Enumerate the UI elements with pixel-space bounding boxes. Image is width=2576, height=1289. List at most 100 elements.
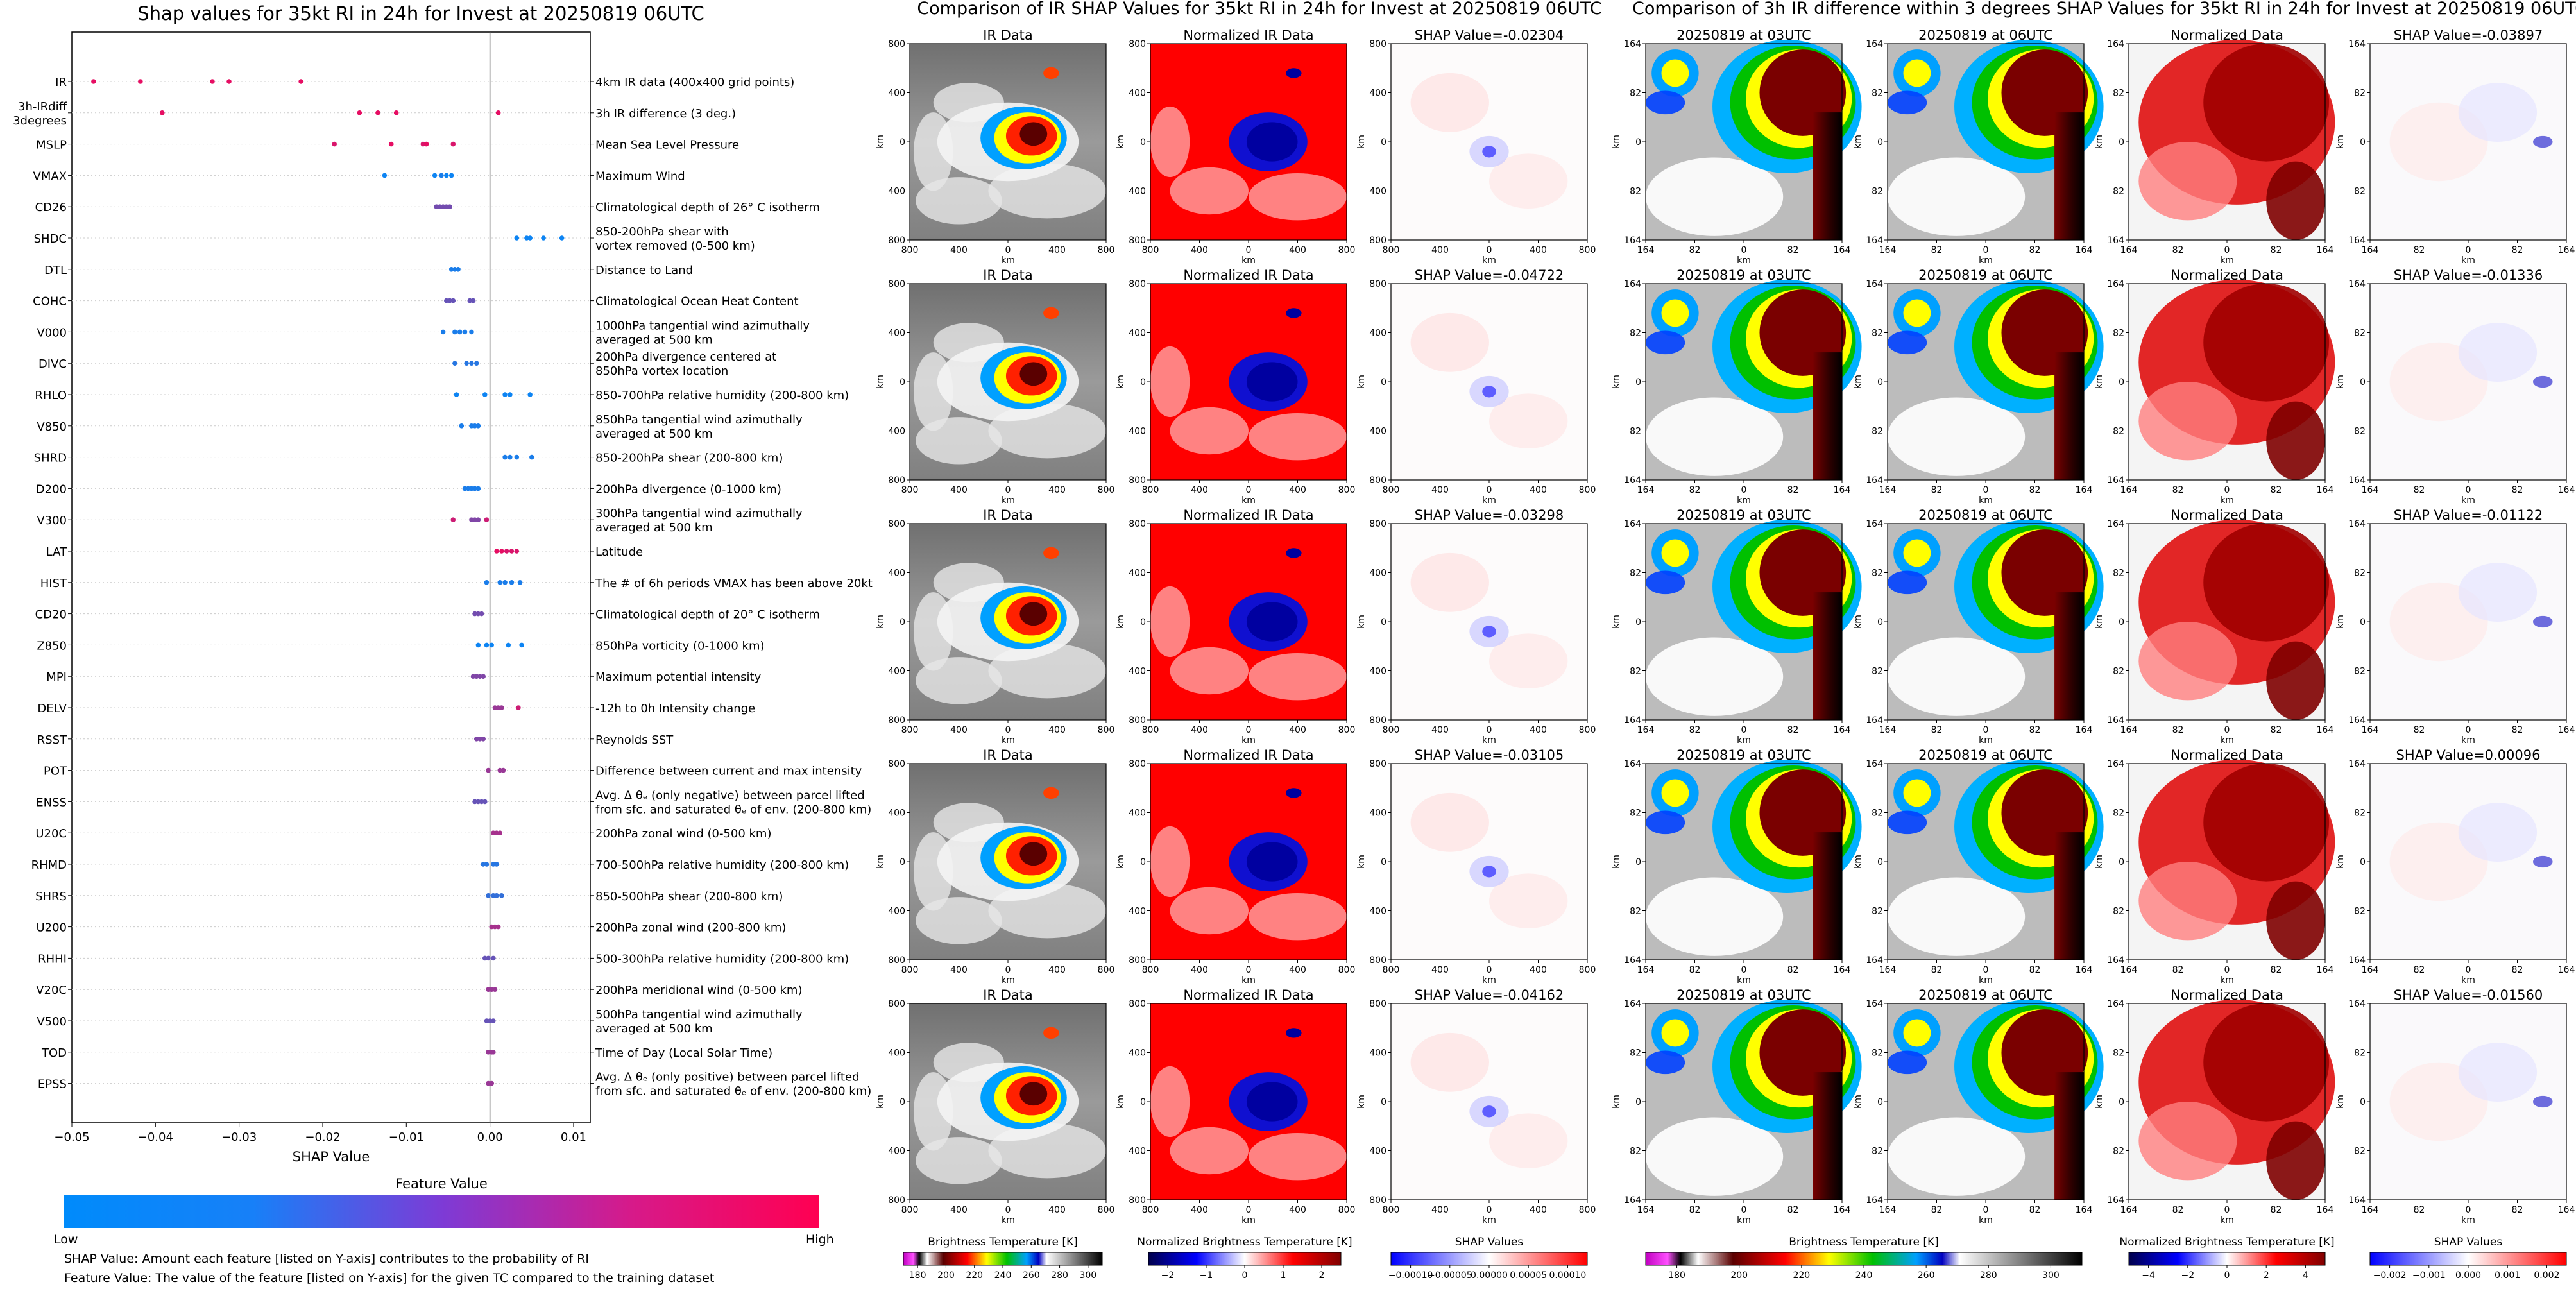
- shap-point: [497, 580, 503, 585]
- feature-code-label: DTL: [44, 264, 67, 277]
- x-tick-label: 800: [1383, 725, 1400, 735]
- shap-point: [473, 361, 479, 366]
- map-feature: [1286, 788, 1302, 798]
- map-feature: [1813, 832, 1842, 960]
- feature-code-label: 3h-IRdiff: [18, 100, 67, 114]
- y-axis-label: km: [1116, 855, 1126, 869]
- map-feature: [1019, 122, 1048, 146]
- x-axis-label: km: [1241, 495, 1256, 506]
- y-tick-label: 400: [888, 568, 905, 579]
- x-tick-label: 400: [1289, 245, 1306, 255]
- y-tick-label: 800: [1129, 279, 1146, 289]
- y-axis-label: km: [1356, 615, 1367, 629]
- shap-point: [527, 392, 533, 397]
- map-feature: [2266, 881, 2326, 960]
- y-axis-label: km: [2335, 1095, 2346, 1109]
- x-tick-label: 164: [1879, 245, 1897, 255]
- y-tick-label: 800: [1369, 759, 1386, 769]
- x-tick-label: 0: [1487, 725, 1492, 735]
- shap-point: [484, 580, 490, 585]
- feature-description-label: 850-700hPa relative humidity (200-800 km…: [595, 389, 849, 402]
- shap-point: [459, 423, 465, 429]
- y-tick-label: 400: [1129, 1147, 1146, 1157]
- y-tick-label: 82: [1872, 667, 1883, 677]
- map-feature: [2138, 1102, 2237, 1181]
- y-tick-label: 400: [888, 907, 905, 917]
- map-title: SHAP Value=-0.01336: [2394, 268, 2543, 283]
- y-axis-label: km: [875, 135, 885, 149]
- shap-point: [462, 329, 468, 335]
- x-tick-label: 0: [1741, 245, 1747, 255]
- y-tick-label: 164: [2348, 235, 2366, 246]
- map-feature: [1170, 647, 1249, 695]
- feature-description-label: 850-200hPa shear with: [595, 225, 729, 239]
- footnote-feature-value: Feature Value: The value of the feature …: [64, 1271, 714, 1285]
- map-feature: [1903, 539, 1931, 567]
- map-feature: [1489, 633, 1568, 689]
- y-axis-label: km: [2094, 855, 2104, 869]
- map-title: Normalized Data: [2171, 28, 2283, 43]
- y-axis-label: km: [2094, 135, 2104, 149]
- feature-description-label: Maximum Wind: [595, 169, 685, 183]
- x-tick-label: 82: [2512, 965, 2523, 975]
- shap-point: [500, 767, 506, 773]
- map-feature: [1410, 1032, 1489, 1092]
- colorbar-tick-label: 0: [2224, 1270, 2230, 1281]
- map-feature: [1043, 547, 1059, 559]
- map-feature: [1903, 299, 1931, 327]
- feature-description-label: Climatological depth of 26° C isotherm: [595, 201, 820, 214]
- x-tick-label: 0: [2466, 485, 2471, 495]
- shap-point: [159, 110, 165, 115]
- x-tick-label: 400: [950, 965, 968, 975]
- x-tick-label: 400: [1191, 485, 1208, 495]
- y-tick-label: 400: [1129, 329, 1146, 339]
- y-tick-label: 0: [1877, 857, 1883, 867]
- feature-description-label: Reynolds SST: [595, 733, 674, 747]
- x-tick-label: 82: [2271, 245, 2282, 255]
- map-feature: [1482, 866, 1496, 878]
- map-feature: [1661, 779, 1689, 807]
- y-tick-label: 164: [1624, 39, 1641, 49]
- x-tick-label: 164: [2317, 245, 2334, 255]
- x-tick-label: 0: [1246, 245, 1252, 255]
- feature-code-label: U20C: [35, 827, 67, 841]
- shap-point: [519, 642, 524, 648]
- x-tick-label: 0: [1246, 485, 1252, 495]
- colorbar-tick-label: −1: [1200, 1270, 1213, 1281]
- colorbar-tick-label: −0.002: [2373, 1270, 2407, 1281]
- shap-point: [495, 705, 501, 710]
- map-feature: [2203, 764, 2330, 882]
- x-axis-label: km: [1482, 495, 1496, 506]
- y-tick-label: 164: [1624, 715, 1641, 726]
- map-title: SHAP Value=-0.03897: [2394, 28, 2543, 43]
- y-tick-label: 164: [2107, 715, 2124, 726]
- y-tick-label: 164: [2107, 999, 2124, 1009]
- y-tick-label: 800: [888, 519, 905, 529]
- x-tick-label: 82: [2271, 725, 2282, 735]
- feature-description-label: The # of 6h periods VMAX has been above …: [595, 577, 873, 590]
- y-tick-label: 400: [1129, 568, 1146, 579]
- x-tick-label: 0: [1741, 965, 1747, 975]
- map-title: 20250819 at 03UTC: [1676, 508, 1811, 523]
- x-tick-label: 164: [2076, 1205, 2093, 1215]
- map-title: 20250819 at 03UTC: [1676, 268, 1811, 283]
- colorbar-title: Feature Value: [395, 1176, 488, 1191]
- feature-code-label: V20C: [36, 984, 67, 997]
- x-tick-label: 164: [1834, 725, 1851, 735]
- feature-code-label: LAT: [46, 545, 67, 559]
- map-title: SHAP Value=-0.04162: [1415, 987, 1564, 1003]
- y-tick-label: 800: [1369, 475, 1386, 486]
- x-tick-label: −0.01: [389, 1131, 424, 1144]
- feature-description-label: 200hPa zonal wind (0-500 km): [595, 827, 772, 841]
- x-axis-label: km: [1001, 735, 1015, 746]
- x-tick-label: 400: [1048, 245, 1066, 255]
- colorbar: [2128, 1252, 2326, 1266]
- y-tick-label: 164: [2107, 235, 2124, 246]
- y-tick-label: 400: [1129, 808, 1146, 819]
- shap-point: [486, 955, 491, 961]
- y-tick-label: 800: [1129, 759, 1146, 769]
- x-axis-label: km: [2461, 735, 2475, 746]
- feature-description-label: 4km IR data (400x400 grid points): [595, 76, 794, 89]
- y-axis-label: km: [1853, 1095, 1863, 1109]
- x-tick-label: 0: [1741, 485, 1747, 495]
